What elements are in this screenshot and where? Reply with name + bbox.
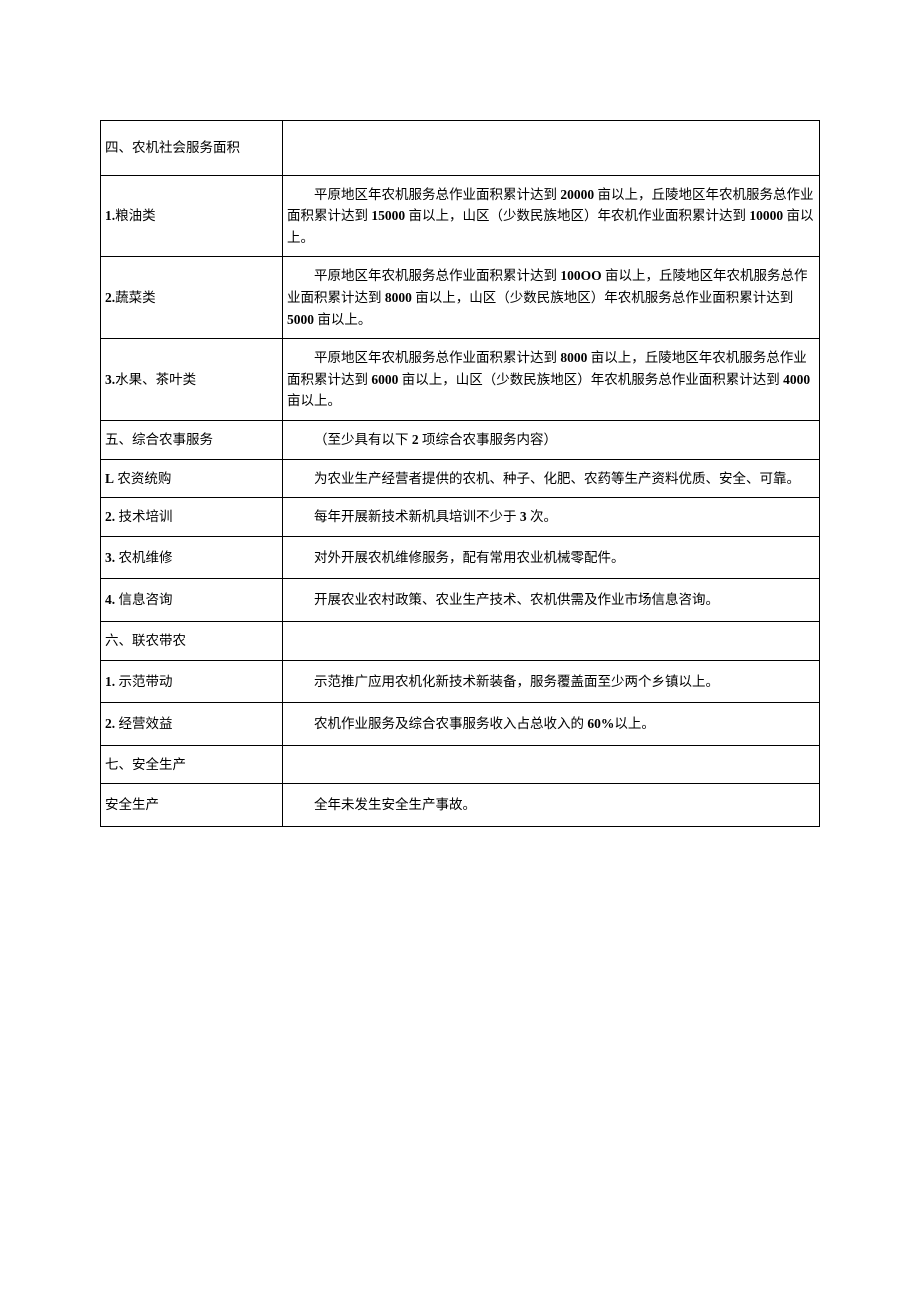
table-row: 六、联农带农 — [101, 621, 820, 660]
row-label: 2. 经营效益 — [101, 703, 283, 746]
row-content — [283, 745, 820, 784]
table-row: 1. 示范带动示范推广应用农机化新技术新装备，服务覆盖面至少两个乡镇以上。 — [101, 660, 820, 703]
row-label: 四、农机社会服务面积 — [101, 121, 283, 176]
criteria-table: 四、农机社会服务面积1.粮油类平原地区年农机服务总作业面积累计达到 20000 … — [100, 120, 820, 827]
table-row: 七、安全生产 — [101, 745, 820, 784]
row-label: 安全生产 — [101, 784, 283, 827]
row-label: 五、综合农事服务 — [101, 420, 283, 459]
row-label: 3.水果、茶叶类 — [101, 339, 283, 421]
row-content: 为农业生产经营者提供的农机、种子、化肥、农药等生产资料优质、安全、可靠。 — [283, 459, 820, 498]
table-body: 四、农机社会服务面积1.粮油类平原地区年农机服务总作业面积累计达到 20000 … — [101, 121, 820, 827]
table-row: 安全生产全年未发生安全生产事故。 — [101, 784, 820, 827]
row-content: 平原地区年农机服务总作业面积累计达到 8000 亩以上，丘陵地区年农机服务总作业… — [283, 339, 820, 421]
row-content — [283, 621, 820, 660]
row-content: 示范推广应用农机化新技术新装备，服务覆盖面至少两个乡镇以上。 — [283, 660, 820, 703]
table-row: 3. 农机维修对外开展农机维修服务，配有常用农业机械零配件。 — [101, 536, 820, 579]
row-label: L 农资统购 — [101, 459, 283, 498]
row-content — [283, 121, 820, 176]
row-label: 六、联农带农 — [101, 621, 283, 660]
table-row: L 农资统购为农业生产经营者提供的农机、种子、化肥、农药等生产资料优质、安全、可… — [101, 459, 820, 498]
row-label: 4. 信息咨询 — [101, 579, 283, 622]
row-label: 2.蔬菜类 — [101, 257, 283, 339]
row-content: 开展农业农村政策、农业生产技术、农机供需及作业市场信息咨询。 — [283, 579, 820, 622]
row-content: 平原地区年农机服务总作业面积累计达到 20000 亩以上，丘陵地区年农机服务总作… — [283, 175, 820, 257]
row-content: 农机作业服务及综合农事服务收入占总收入的 60%以上。 — [283, 703, 820, 746]
row-label: 1.粮油类 — [101, 175, 283, 257]
table-row: 4. 信息咨询开展农业农村政策、农业生产技术、农机供需及作业市场信息咨询。 — [101, 579, 820, 622]
table-row: 五、综合农事服务（至少具有以下 2 项综合农事服务内容） — [101, 420, 820, 459]
row-label: 1. 示范带动 — [101, 660, 283, 703]
table-row: 2.蔬菜类平原地区年农机服务总作业面积累计达到 100OO 亩以上，丘陵地区年农… — [101, 257, 820, 339]
row-label: 3. 农机维修 — [101, 536, 283, 579]
row-content: 平原地区年农机服务总作业面积累计达到 100OO 亩以上，丘陵地区年农机服务总作… — [283, 257, 820, 339]
table-row: 3.水果、茶叶类平原地区年农机服务总作业面积累计达到 8000 亩以上，丘陵地区… — [101, 339, 820, 421]
row-label: 2. 技术培训 — [101, 498, 283, 537]
row-content: 每年开展新技术新机具培训不少于 3 次。 — [283, 498, 820, 537]
table-row: 1.粮油类平原地区年农机服务总作业面积累计达到 20000 亩以上，丘陵地区年农… — [101, 175, 820, 257]
row-label: 七、安全生产 — [101, 745, 283, 784]
row-content: 对外开展农机维修服务，配有常用农业机械零配件。 — [283, 536, 820, 579]
table-row: 四、农机社会服务面积 — [101, 121, 820, 176]
table-row: 2. 技术培训每年开展新技术新机具培训不少于 3 次。 — [101, 498, 820, 537]
row-content: 全年未发生安全生产事故。 — [283, 784, 820, 827]
table-row: 2. 经营效益农机作业服务及综合农事服务收入占总收入的 60%以上。 — [101, 703, 820, 746]
row-content: （至少具有以下 2 项综合农事服务内容） — [283, 420, 820, 459]
